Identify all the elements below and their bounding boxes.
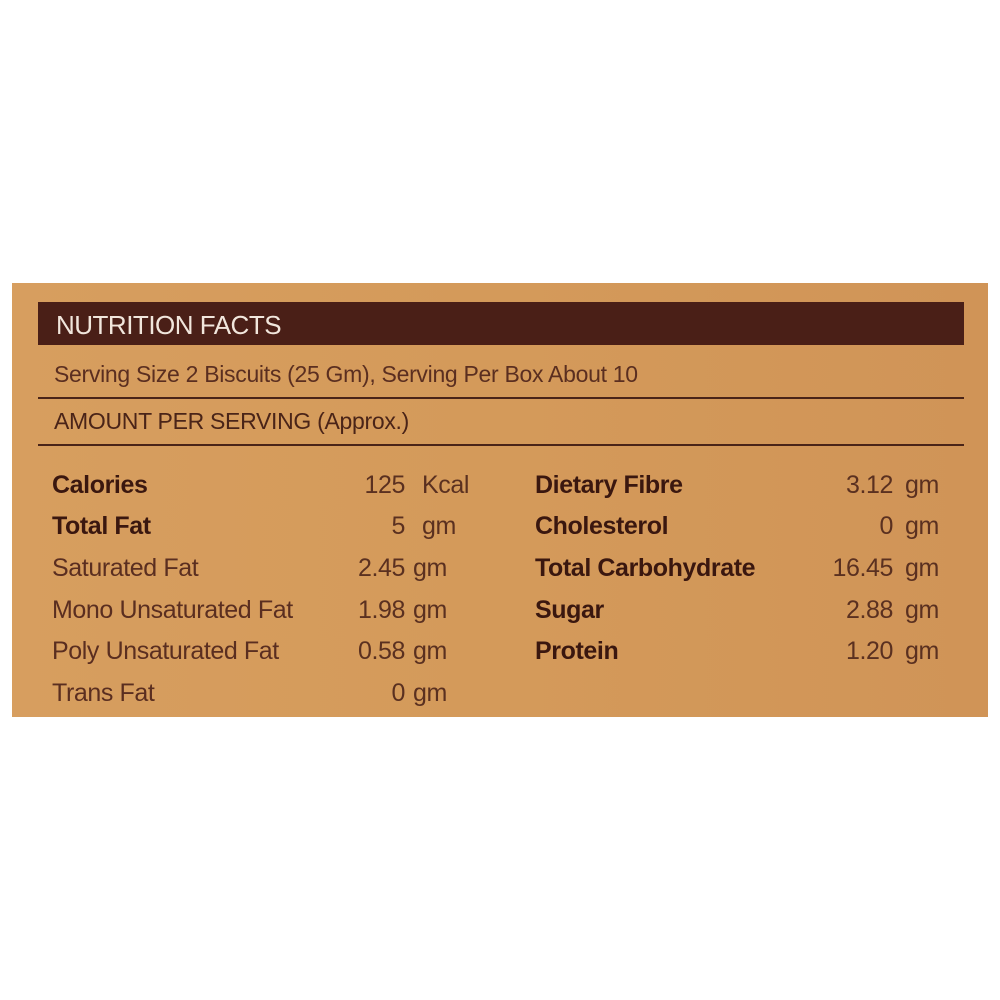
nutrient-unit: gm <box>905 471 939 499</box>
nutrient-row: Trans Fat 0 gm <box>52 679 447 719</box>
nutrient-value: 16.45 <box>832 554 893 582</box>
nutrient-value: 125 <box>364 471 405 499</box>
divider <box>38 444 964 446</box>
nutrient-label: Poly Unsaturated Fat <box>52 637 279 665</box>
nutrient-unit: gm <box>413 596 447 624</box>
nutrient-unit: gm <box>905 554 939 582</box>
nutrient-row: Calories 125 Kcal <box>52 471 469 511</box>
nutrient-label: Protein <box>535 637 619 665</box>
nutrient-label: Cholesterol <box>535 512 669 540</box>
nutrient-value: 1.20 <box>845 637 893 665</box>
nutrient-unit: gm <box>905 596 939 624</box>
nutrient-label: Saturated Fat <box>52 554 199 582</box>
nutrition-facts-title: NUTRITION FACTS <box>56 310 282 340</box>
nutrient-unit: gm <box>905 637 939 665</box>
nutrient-label: Total Carbohydrate <box>535 554 756 582</box>
nutrient-unit: Kcal <box>422 471 470 499</box>
nutrient-unit: gm <box>413 679 447 707</box>
nutrient-row: Poly Unsaturated Fat 0.58 gm <box>52 637 447 677</box>
nutrient-unit: gm <box>422 512 456 540</box>
nutrient-value: 2.88 <box>845 596 893 624</box>
amount-per-serving-heading: AMOUNT PER SERVING (Approx.) <box>54 408 409 434</box>
nutrient-value: 5 <box>391 512 405 540</box>
nutrient-row: Saturated Fat 2.45 gm <box>52 554 447 594</box>
nutrition-facts-panel: NUTRITION FACTS Serving Size 2 Biscuits … <box>12 283 988 717</box>
nutrient-label: Calories <box>52 471 148 499</box>
nutrient-row: Sugar 2.88 gm <box>535 596 939 636</box>
nutrient-label: Dietary Fibre <box>535 471 683 499</box>
nutrient-unit: gm <box>905 512 939 540</box>
nutrient-row: Cholesterol 0 gm <box>535 512 939 552</box>
nutrient-row: Protein 1.20 gm <box>535 637 939 677</box>
nutrient-row: Total Carbohydrate 16.45 gm <box>535 554 939 594</box>
header-bar: NUTRITION FACTS <box>38 302 964 345</box>
nutrient-label: Sugar <box>535 596 604 624</box>
nutrient-value: 0 <box>879 512 893 540</box>
nutrient-label: Total Fat <box>52 512 151 540</box>
nutrient-row: Dietary Fibre 3.12 gm <box>535 471 939 511</box>
nutrient-row: Mono Unsaturated Fat 1.98 gm <box>52 596 447 636</box>
nutrient-label: Trans Fat <box>52 679 155 707</box>
divider <box>38 397 964 399</box>
serving-info: Serving Size 2 Biscuits (25 Gm), Serving… <box>54 361 638 387</box>
nutrient-value: 2.45 <box>357 554 405 582</box>
nutrient-label: Mono Unsaturated Fat <box>52 596 293 624</box>
nutrient-value: 1.98 <box>357 596 405 624</box>
nutrient-unit: gm <box>413 554 447 582</box>
nutrient-value: 0.58 <box>357 637 405 665</box>
nutrient-value: 0 <box>391 679 405 707</box>
nutrient-unit: gm <box>413 637 447 665</box>
nutrient-row: Total Fat 5 gm <box>52 512 456 552</box>
nutrient-value: 3.12 <box>845 471 893 499</box>
